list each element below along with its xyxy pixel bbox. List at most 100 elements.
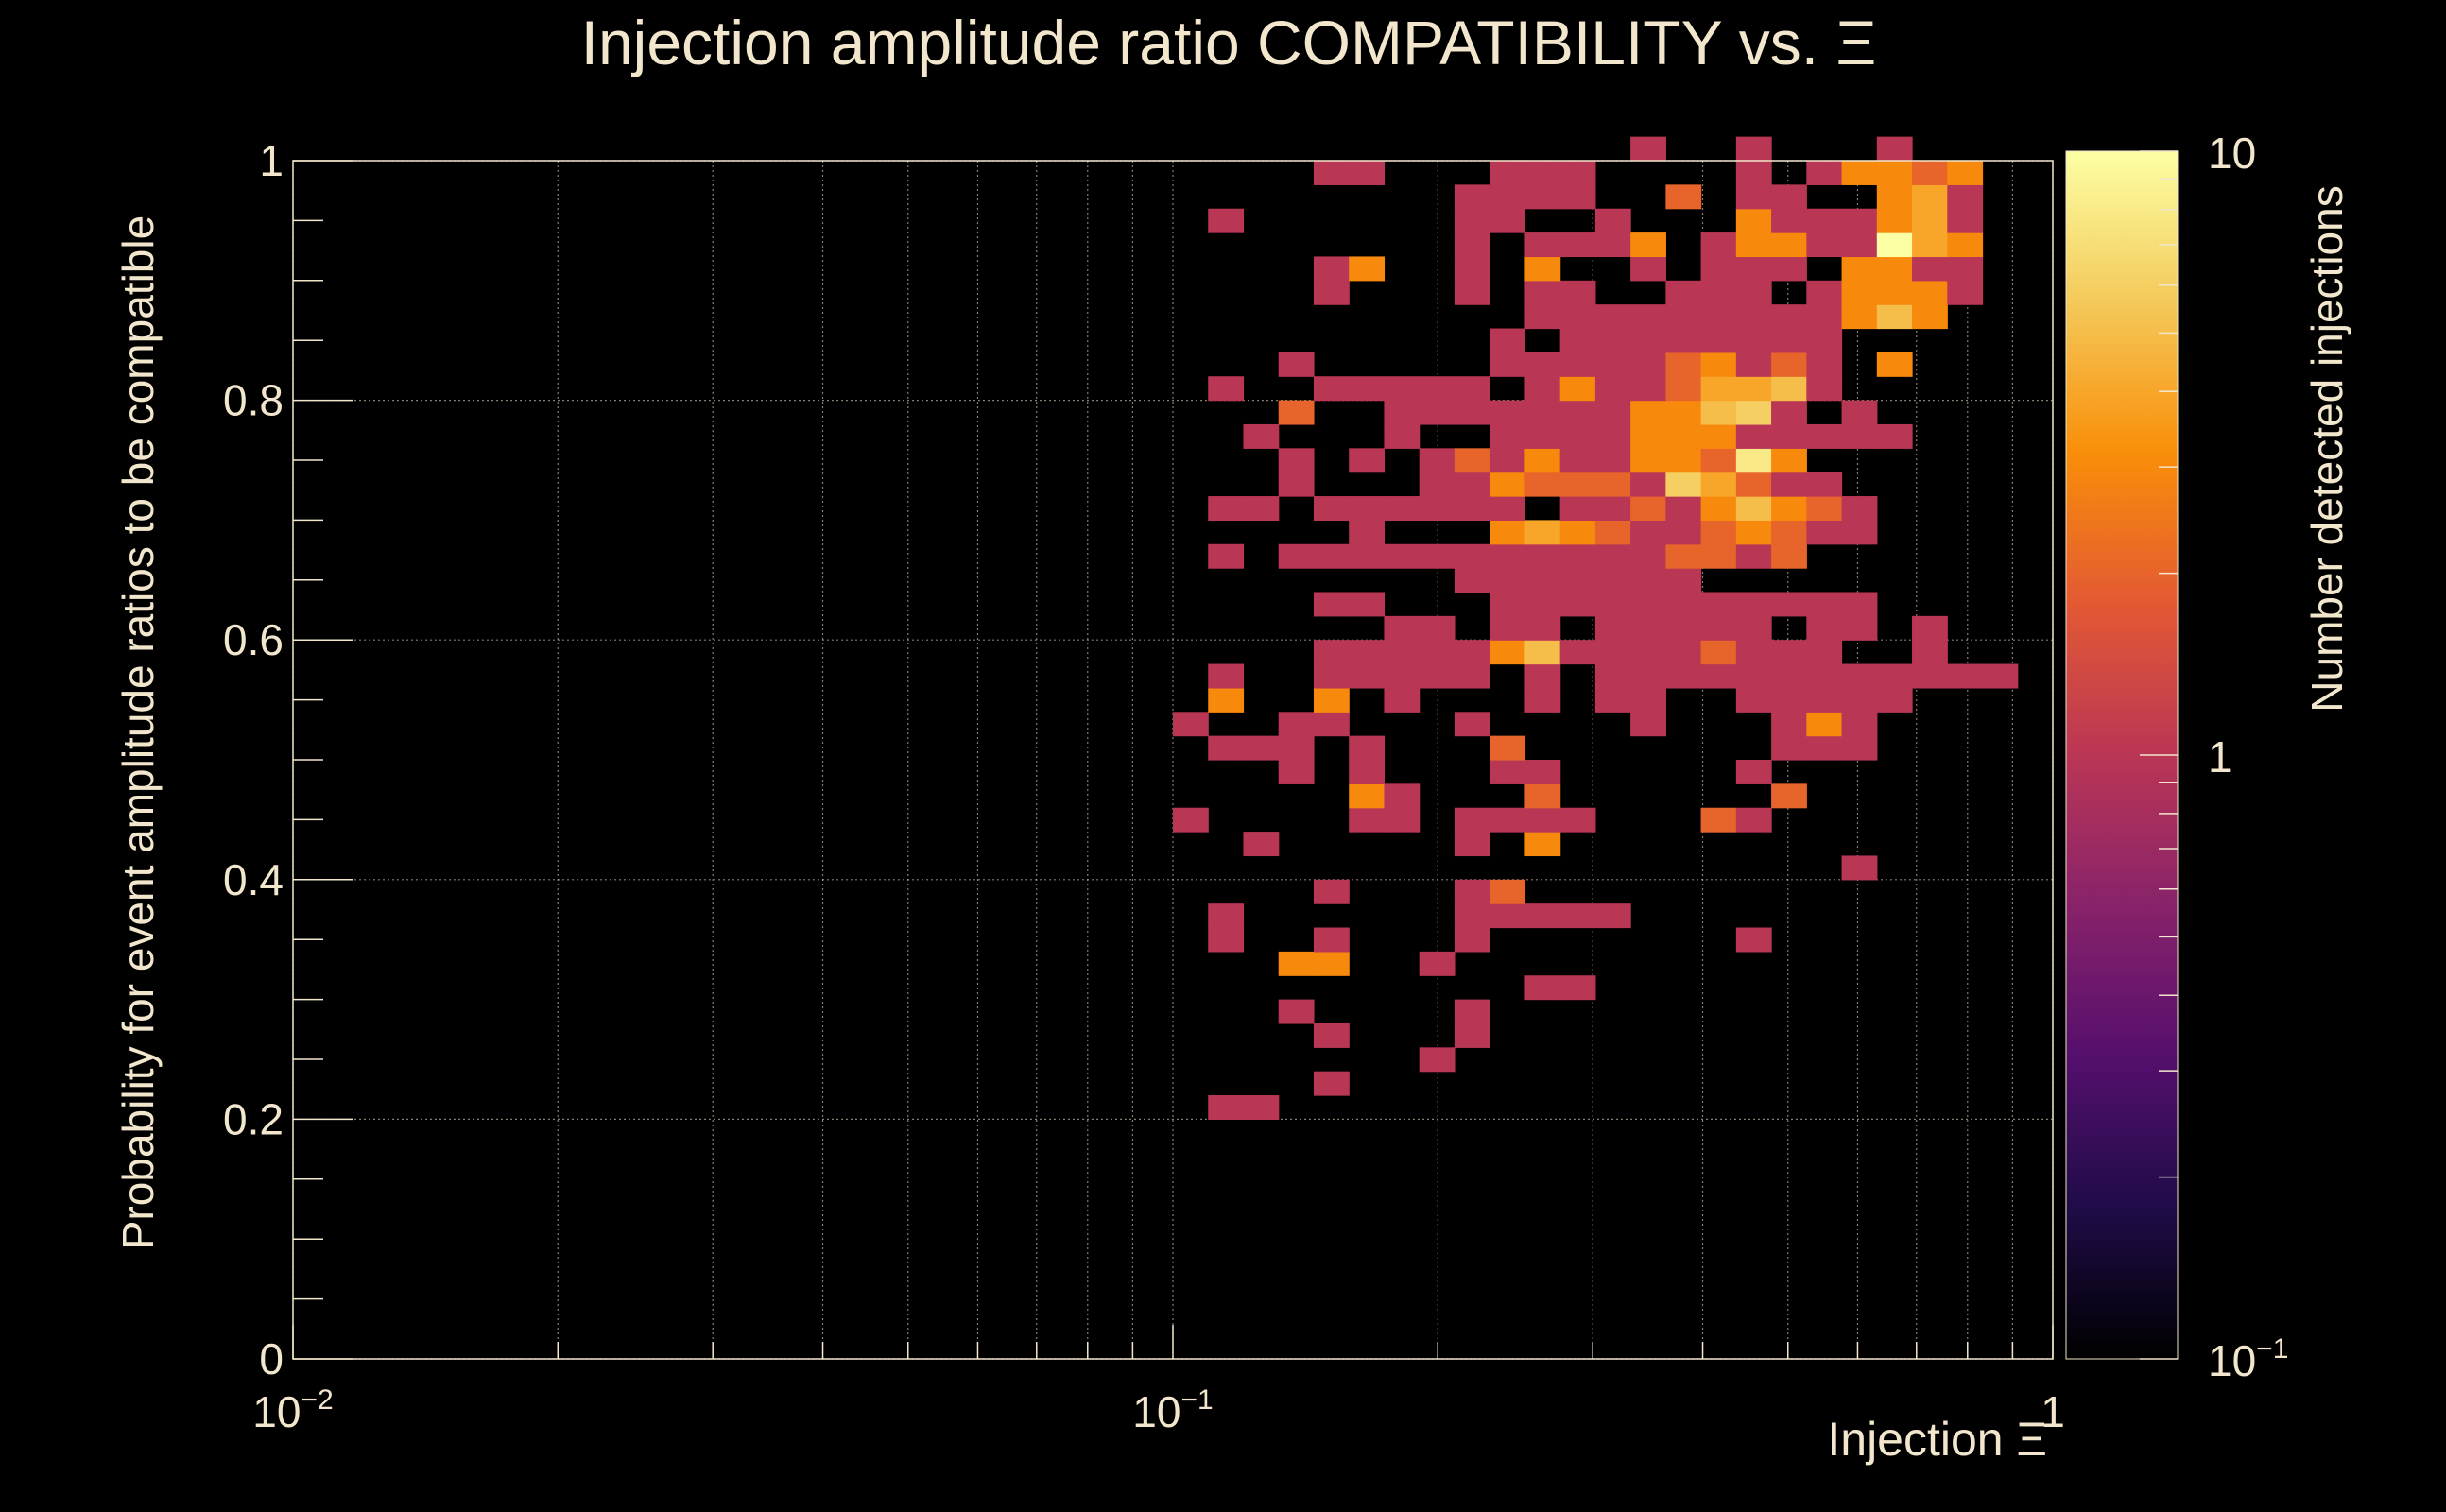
heatmap-cell (1490, 423, 1525, 449)
x-axis-label: Injection Ξ (1827, 1413, 2047, 1466)
heatmap-cell (1630, 400, 1666, 425)
heatmap-cell (1700, 376, 1737, 402)
heatmap-cell (1700, 423, 1737, 449)
heatmap-cell (1630, 352, 1666, 377)
heatmap-cell (1735, 592, 1772, 617)
heatmap-cell (1771, 328, 1807, 353)
heatmap-cell (1454, 879, 1490, 904)
heatmap-cell (1490, 400, 1525, 425)
heatmap-cell (1841, 855, 1878, 881)
heatmap-cell (1594, 520, 1631, 545)
heatmap-cell (1559, 352, 1596, 377)
heatmap-cell (1665, 543, 1702, 569)
heatmap-cell (1912, 161, 1948, 185)
heatmap-cell (1665, 352, 1702, 377)
heatmap-cell (1454, 663, 1490, 689)
heatmap-cell (1454, 400, 1490, 425)
heatmap-cell (1876, 208, 1913, 233)
heatmap-cell (1559, 423, 1596, 449)
heatmap-cell (1349, 496, 1386, 521)
heatmap-cell (1700, 592, 1737, 617)
heatmap-cell (1665, 280, 1702, 305)
heatmap-cell (1912, 232, 1948, 258)
heatmap-cell (1735, 280, 1772, 305)
heatmap-cell (1524, 592, 1561, 617)
heatmap-cell (1349, 663, 1386, 689)
heatmap-cell (1349, 448, 1386, 473)
heatmap-cell (1313, 640, 1350, 665)
heatmap-cell (1208, 687, 1245, 713)
heatmap-cell (1665, 400, 1702, 425)
heatmap-cell (1490, 543, 1525, 569)
heatmap-cell (1313, 256, 1350, 282)
heatmap-cell (1454, 832, 1490, 857)
heatmap-cell (1806, 687, 1843, 713)
heatmap-cell (1454, 448, 1490, 473)
heatmap-cell (1313, 712, 1350, 737)
heatmap-cell (1454, 232, 1490, 258)
heatmap-cell (1700, 280, 1737, 305)
heatmap-cell (1524, 783, 1561, 809)
heatmap-cell (1524, 543, 1561, 569)
heatmap-cell (1313, 592, 1350, 617)
heatmap-cell (1208, 208, 1245, 233)
heatmap-cell (1735, 184, 1772, 210)
heatmap-cell (1630, 496, 1666, 521)
heatmap-cell (1947, 232, 1984, 258)
heatmap-cell (1594, 352, 1631, 377)
heatmap-cell (1771, 184, 1807, 210)
heatmap-cell (1735, 304, 1772, 330)
heatmap-cell (1419, 951, 1456, 976)
heatmap-cell (1806, 352, 1843, 377)
heatmap-cell (1524, 256, 1561, 282)
heatmap-cell (1208, 663, 1245, 689)
heatmap-cell (1806, 161, 1843, 185)
heatmap-cell (1841, 592, 1878, 617)
heatmap-cell (1594, 376, 1631, 402)
heatmap-cell (1912, 280, 1948, 305)
heatmap-cell (1313, 1022, 1350, 1048)
heatmap-cell (1771, 520, 1807, 545)
heatmap-cell (1524, 376, 1561, 402)
heatmap-cell (1876, 423, 1913, 449)
heatmap-cell (1419, 640, 1456, 665)
heatmap-cell (1594, 903, 1631, 929)
heatmap-cell (1349, 376, 1386, 402)
heatmap-cell (1559, 640, 1596, 665)
heatmap-cell (1524, 423, 1561, 449)
heatmap-cell (1630, 232, 1666, 258)
heatmap-cell (1912, 640, 1948, 665)
heatmap-cell (1771, 783, 1807, 809)
heatmap-cell (1278, 735, 1315, 761)
heatmap-cell (1490, 592, 1525, 617)
heatmap-cell (1384, 615, 1421, 641)
heatmap-cell (1630, 472, 1666, 497)
heatmap-cell (1735, 543, 1772, 569)
heatmap-cell (1384, 783, 1421, 809)
heatmap-cell (1630, 423, 1666, 449)
heatmap-cell (1665, 640, 1702, 665)
heatmap-cell (1700, 807, 1737, 833)
heatmap-cell (1524, 903, 1561, 929)
heatmap-cell (1771, 543, 1807, 569)
heatmap-cell (1700, 663, 1737, 689)
heatmap-cell (1454, 927, 1490, 953)
heatmap-cell (1665, 520, 1702, 545)
heatmap-cell (1313, 879, 1350, 904)
heatmap-cell (1313, 687, 1350, 713)
heatmap-cell (1912, 208, 1948, 233)
heatmap-cell (1490, 184, 1525, 210)
heatmap-cell (1771, 232, 1807, 258)
heatmap-cell (1912, 615, 1948, 641)
heatmap-cell (1454, 568, 1490, 593)
colorbar-tick-label: 10 (2208, 129, 2256, 178)
heatmap-cell (1490, 640, 1525, 665)
heatmap-cell (1947, 208, 1984, 233)
heatmap-cell (1419, 376, 1456, 402)
heatmap-cell (1876, 136, 1913, 162)
heatmap-cell (1278, 448, 1315, 473)
heatmap-cell (1454, 256, 1490, 282)
color-bar: 10 1 10−1 (2065, 129, 2288, 1385)
heatmap-cell (1841, 423, 1878, 449)
heatmap-cell (1841, 304, 1878, 330)
